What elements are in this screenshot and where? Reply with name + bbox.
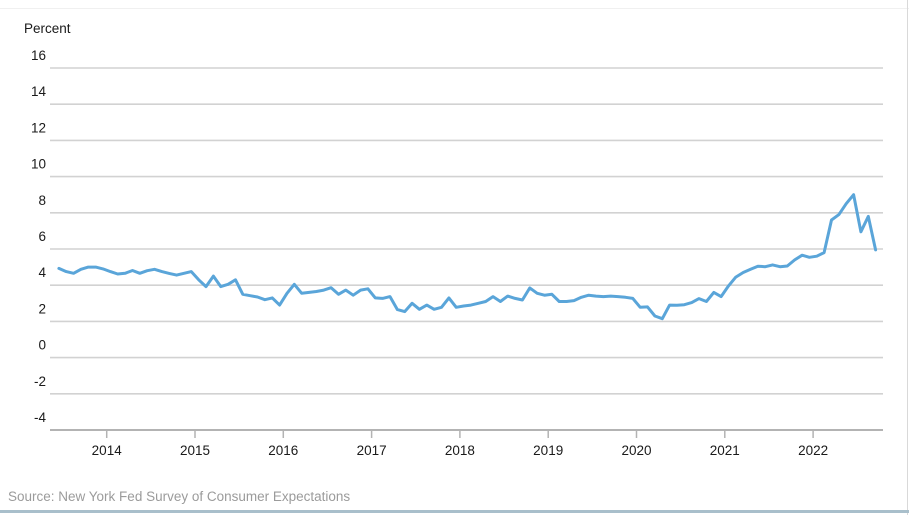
x-tick-group (105, 430, 814, 438)
y-tick-label: 6 (38, 229, 46, 244)
x-tick-label: 2021 (710, 443, 740, 458)
y-tick-label: 4 (38, 265, 46, 280)
y-tick-label: 12 (31, 120, 46, 135)
gridline-group (50, 67, 883, 431)
data-line-series (57, 193, 878, 321)
y-axis-title: Percent (24, 21, 71, 36)
bottom-border (0, 510, 909, 513)
x-tick-label: 2015 (180, 443, 210, 458)
x-tick-label: 2016 (268, 443, 298, 458)
x-tick-label: 2014 (92, 443, 123, 458)
x-tick-label-group: 2014 2015 2016 2017 2018 2019 2020 2021 2022 (92, 443, 828, 458)
x-tick-label: 2017 (357, 443, 387, 458)
x-tick-label: 2020 (621, 443, 651, 458)
y-tick-label: 0 (38, 338, 46, 353)
y-tick-label: 14 (31, 84, 47, 99)
y-tick-label: 16 (31, 48, 46, 63)
right-border (907, 0, 908, 515)
x-tick-label: 2022 (798, 443, 828, 458)
source-caption: Source: New York Fed Survey of Consumer … (8, 489, 351, 504)
x-tick-label: 2019 (533, 443, 563, 458)
y-tick-label: -4 (34, 410, 46, 425)
x-tick-label: 2018 (445, 443, 475, 458)
y-tick-label: -2 (34, 374, 46, 389)
y-tick-label-group: 16 14 12 10 8 6 4 2 0 -2 -4 (31, 48, 47, 425)
y-tick-label: 10 (31, 157, 46, 172)
top-border (0, 8, 909, 9)
y-tick-label: 8 (38, 193, 46, 208)
y-tick-label: 2 (38, 301, 46, 316)
